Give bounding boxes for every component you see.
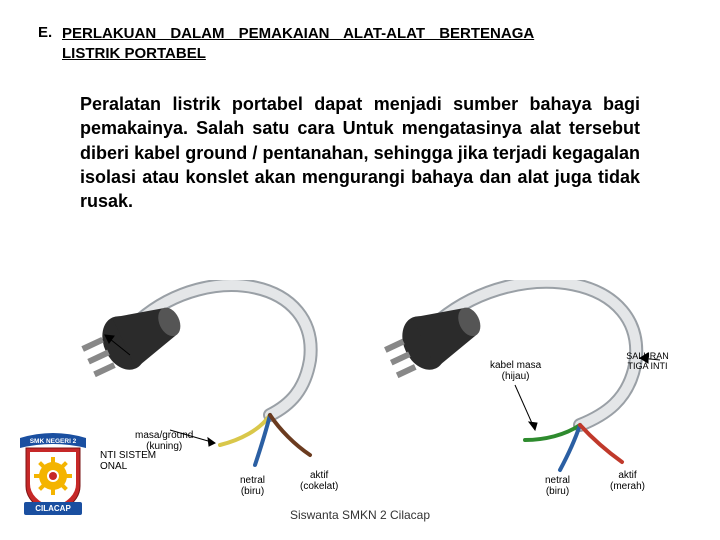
label-system-left: NTI SISTEMONAL (100, 450, 156, 472)
label-ground-left: masa/ground(kuning) (135, 430, 193, 452)
label-core-right: SALURAN TIGA INTI (615, 352, 680, 372)
logo-top-text: SMK NEGERI 2 (30, 438, 77, 445)
plug-diagram-figure: masa/ground(kuning) netral(biru) aktif(c… (60, 280, 680, 500)
heading-marker: E. (38, 24, 62, 65)
label-neutral-left: netral(biru) (240, 475, 265, 497)
heading-line-1: PERLAKUAN DALAM PEMAKAIAN ALAT-ALAT BERT… (62, 25, 534, 42)
label-neutral-right: netral(biru) (545, 475, 570, 497)
label-active-left: aktif(cokelat) (300, 470, 338, 492)
heading-text: PERLAKUAN DALAM PEMAKAIAN ALAT-ALAT BERT… (62, 24, 534, 65)
school-logo: SMK NEGERI 2 CILACAP (18, 426, 88, 518)
footer-author: Siswanta SMKN 2 Cilacap (0, 508, 720, 522)
section-heading: E. PERLAKUAN DALAM PEMAKAIAN ALAT-ALAT B… (38, 24, 690, 65)
plug-right-svg (370, 280, 680, 490)
body-paragraph: Peralatan listrik portabel dapat menjadi… (80, 92, 640, 213)
label-active-right: aktif(merah) (610, 470, 645, 492)
heading-line-2: LISTRIK PORTABEL (62, 45, 206, 62)
label-ground-right: kabel masa(hijau) (490, 360, 541, 382)
